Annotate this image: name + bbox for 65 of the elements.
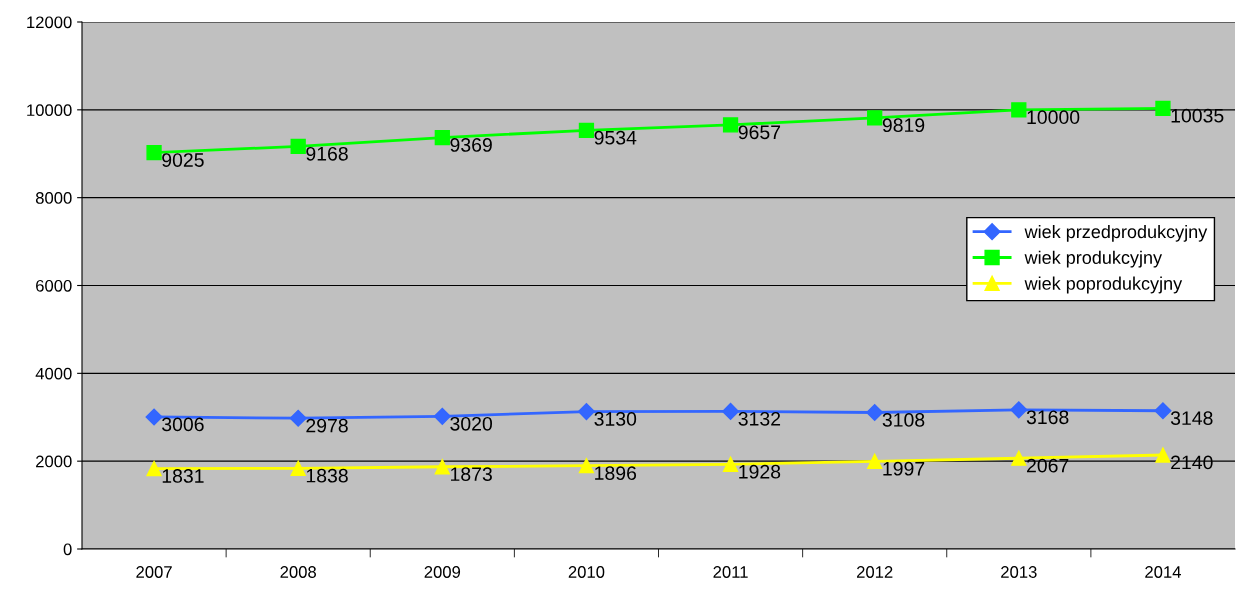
- point: [866, 403, 884, 422]
- data-label: 3168: [1026, 410, 1069, 425]
- x-tick-label: 2013: [1001, 566, 1037, 578]
- y-tick-label: 10000: [27, 104, 72, 117]
- legend-label: wiek poprodukcyjny: [1024, 276, 1183, 294]
- data-label: 3132: [738, 411, 781, 426]
- data-label: 3020: [450, 416, 493, 431]
- data-label: 9819: [882, 118, 925, 133]
- data-label: 2978: [306, 418, 348, 433]
- x-tick-label: 2012: [856, 566, 893, 578]
- data-label: 2067: [1027, 458, 1069, 473]
- point: [867, 110, 883, 126]
- data-label: 1997: [883, 461, 925, 476]
- data-label: 1873: [451, 467, 492, 482]
- data-label: 3130: [594, 412, 637, 426]
- data-label: 9168: [306, 146, 348, 161]
- point: [1154, 402, 1172, 420]
- data-label: 3108: [882, 413, 925, 427]
- point: [145, 408, 163, 426]
- data-label: 10000: [1027, 110, 1080, 125]
- point: [1011, 450, 1027, 466]
- data-label: 9657: [738, 125, 781, 140]
- point: [578, 458, 595, 474]
- y-tick-label: 6000: [36, 279, 72, 292]
- point: [289, 409, 307, 427]
- point: [722, 117, 739, 133]
- point: [434, 129, 450, 146]
- point: [1011, 102, 1027, 118]
- x-tick-label: 2009: [424, 566, 461, 578]
- point: [1155, 447, 1171, 463]
- y-tick-label: 0: [63, 543, 72, 556]
- y-tick-label: 12000: [27, 16, 72, 29]
- point: [1155, 100, 1171, 116]
- data-label: 1928: [739, 464, 781, 479]
- data-label: 9534: [594, 130, 637, 145]
- point: [290, 138, 306, 155]
- x-tick-label: 2007: [136, 566, 172, 578]
- data-label: 9025: [162, 153, 204, 167]
- point: [433, 407, 451, 425]
- x-tick-label: 2010: [568, 566, 605, 578]
- point: [722, 402, 740, 421]
- point: [146, 145, 162, 161]
- data-label: 10035: [1171, 108, 1224, 123]
- data-label: 1896: [595, 466, 637, 481]
- point: [577, 402, 595, 421]
- point: [434, 459, 450, 475]
- point: [146, 460, 162, 477]
- point: [290, 460, 306, 476]
- x-tick-label: 2011: [713, 566, 748, 578]
- data-label: 1838: [306, 468, 348, 483]
- y-tick-label: 2000: [36, 455, 72, 468]
- legend-label: wiek produkcyjny: [1024, 250, 1163, 268]
- y-tick-label: 4000: [35, 367, 72, 380]
- point: [722, 456, 739, 472]
- data-label: 3148: [1170, 411, 1213, 426]
- x-tick-label: 2014: [1145, 566, 1181, 578]
- data-label: 1831: [162, 469, 204, 483]
- x-tick-label: 2008: [280, 566, 316, 578]
- data-label: 9369: [450, 138, 492, 152]
- legend-label: wiek przedprodukcyjny: [1024, 224, 1208, 242]
- point: [867, 453, 883, 469]
- y-tick-label: 8000: [35, 192, 72, 204]
- point: [1010, 401, 1028, 419]
- point: [578, 122, 595, 138]
- data-label: 3006: [162, 417, 204, 432]
